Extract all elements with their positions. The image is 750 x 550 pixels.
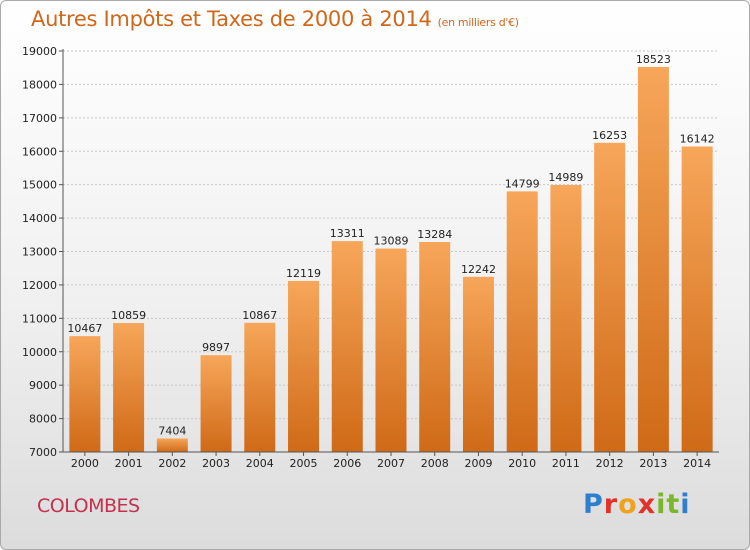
bar-2012 bbox=[594, 142, 626, 452]
bar-2007 bbox=[375, 248, 407, 452]
x-tick-label-2008: 2008 bbox=[421, 457, 449, 470]
x-tick-label-2012: 2012 bbox=[596, 457, 624, 470]
value-label-2005: 12119 bbox=[286, 267, 321, 280]
proxiti-logo: Proxiti bbox=[583, 489, 691, 520]
y-tick-label: 10000 bbox=[22, 346, 57, 359]
bar-2004 bbox=[244, 322, 276, 452]
x-tick-label-2005: 2005 bbox=[290, 457, 318, 470]
value-label-2011: 14989 bbox=[548, 171, 583, 184]
bar-2010 bbox=[506, 191, 538, 452]
y-tick-label: 9000 bbox=[29, 379, 57, 392]
y-tick-label: 14000 bbox=[22, 212, 57, 225]
commune-name: COLOMBES bbox=[37, 495, 140, 517]
x-tick-label-2006: 2006 bbox=[333, 457, 361, 470]
value-label-2006: 13311 bbox=[330, 227, 365, 240]
value-label-2014: 16142 bbox=[680, 133, 715, 146]
x-tick-label-2013: 2013 bbox=[639, 457, 667, 470]
x-tick-label-2000: 2000 bbox=[71, 457, 99, 470]
bar-2006 bbox=[331, 241, 363, 452]
y-tick-label: 16000 bbox=[22, 145, 57, 158]
bar-2008 bbox=[419, 242, 451, 452]
chart-unit: (en milliers d'€) bbox=[437, 16, 519, 29]
x-tick-label-2014: 2014 bbox=[683, 457, 711, 470]
y-tick-label: 18000 bbox=[22, 78, 57, 91]
bar-2000 bbox=[69, 336, 101, 452]
y-tick-label: 8000 bbox=[29, 413, 57, 426]
bar-2014 bbox=[681, 146, 713, 453]
bar-2001 bbox=[113, 323, 145, 452]
value-label-2001: 10859 bbox=[111, 309, 146, 322]
x-tick-label-2001: 2001 bbox=[115, 457, 143, 470]
y-tick-label: 17000 bbox=[22, 112, 57, 125]
bar-2005 bbox=[288, 280, 320, 452]
y-tick-label: 11000 bbox=[22, 312, 57, 325]
value-label-2008: 13284 bbox=[417, 228, 452, 241]
chart-title-text: Autres Impôts et Taxes de 2000 à 2014 bbox=[31, 7, 432, 31]
bars bbox=[69, 66, 713, 453]
value-label-2009: 12242 bbox=[461, 263, 496, 276]
value-label-2007: 13089 bbox=[374, 235, 409, 248]
x-tick-label-2007: 2007 bbox=[377, 457, 405, 470]
bar-2003 bbox=[200, 355, 232, 452]
value-label-2010: 14799 bbox=[505, 177, 540, 190]
bar-2013 bbox=[637, 66, 669, 452]
value-label-2004: 10867 bbox=[242, 309, 277, 322]
x-tick-label-2004: 2004 bbox=[246, 457, 274, 470]
bar-2009 bbox=[462, 276, 494, 452]
x-tick-label-2010: 2010 bbox=[508, 457, 536, 470]
value-label-2003: 9897 bbox=[202, 341, 230, 354]
bar-2002 bbox=[156, 438, 188, 452]
chart-title: Autres Impôts et Taxes de 2000 à 2014 (en… bbox=[31, 7, 519, 31]
value-label-2002: 7404 bbox=[158, 424, 186, 437]
y-tick-label: 15000 bbox=[22, 179, 57, 192]
bar-2011 bbox=[550, 185, 582, 453]
y-tick-label: 13000 bbox=[22, 246, 57, 259]
y-tick-label: 12000 bbox=[22, 279, 57, 292]
value-label-2012: 16253 bbox=[592, 129, 627, 142]
x-tick-label-2009: 2009 bbox=[464, 457, 492, 470]
x-tick-label-2002: 2002 bbox=[158, 457, 186, 470]
y-tick-label: 7000 bbox=[29, 446, 57, 459]
value-label-2013: 18523 bbox=[636, 53, 671, 66]
data-labels: 10467 10859 7404 9897 10867 12119 13311 13089 13… bbox=[67, 53, 714, 438]
value-label-2000: 10467 bbox=[67, 322, 102, 335]
x-tick-label-2011: 2011 bbox=[552, 457, 580, 470]
axes: 7000 8000 9000 10000 11000 12000 13000 14000 150… bbox=[22, 45, 719, 470]
y-tick-label: 19000 bbox=[22, 45, 57, 58]
x-tick-label-2003: 2003 bbox=[202, 457, 230, 470]
